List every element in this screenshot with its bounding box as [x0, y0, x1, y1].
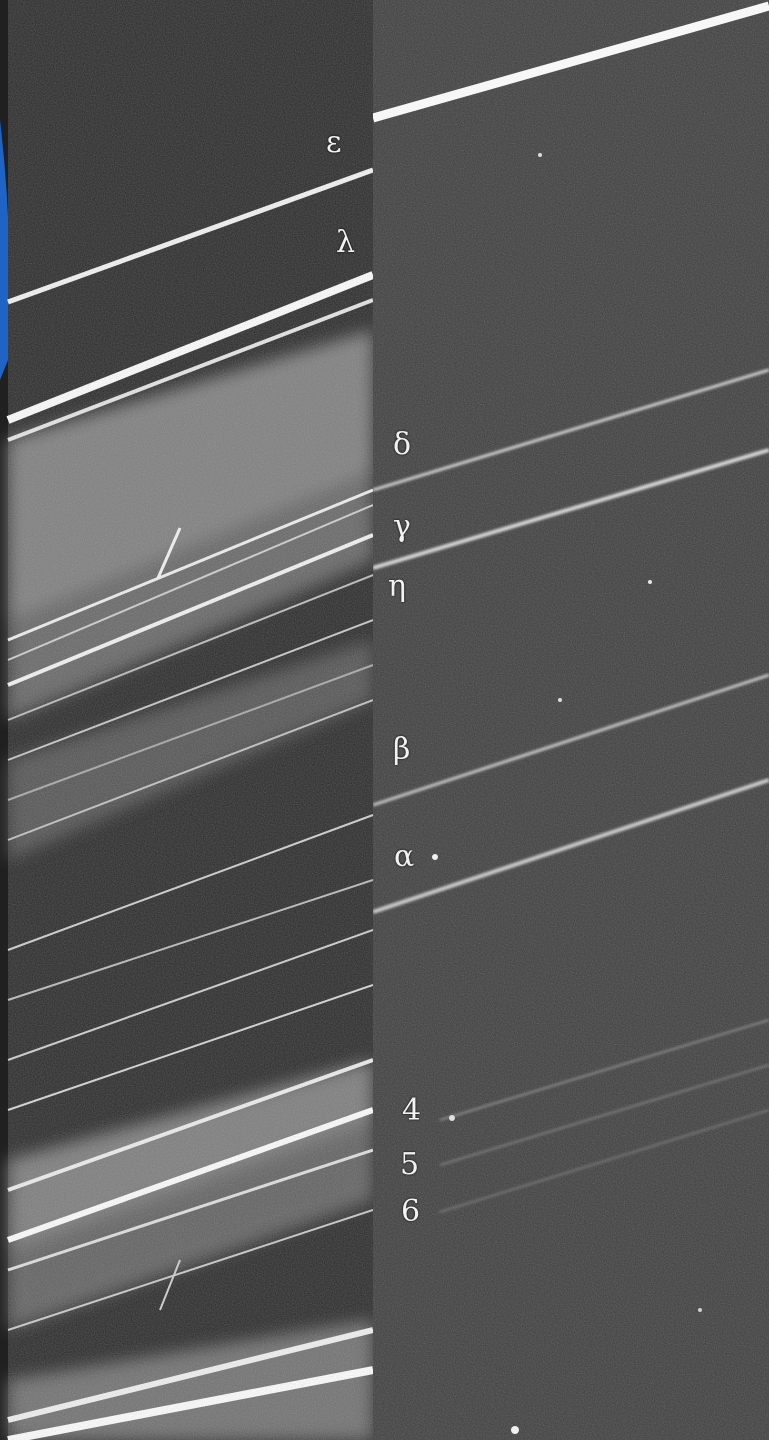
label-beta: β	[393, 732, 411, 767]
ring-4	[439, 1019, 769, 1121]
ring-6	[439, 1109, 769, 1213]
planet-limb	[0, 120, 10, 380]
left-forward-scatter-panel	[6, 0, 373, 1440]
label-ring-4: 4	[402, 1093, 422, 1128]
label-alpha: α	[394, 839, 415, 874]
right-back-scatter-panel	[373, 0, 769, 1440]
beta-ring	[373, 673, 769, 807]
label-ring-5: 5	[400, 1147, 420, 1182]
label-ring-6: 6	[401, 1194, 421, 1229]
alpha-ring	[373, 778, 769, 914]
epsilon-ring	[373, 1, 769, 123]
gamma-ring	[373, 448, 769, 570]
ring-5	[439, 1064, 769, 1166]
delta-ring	[373, 368, 769, 492]
label-eta: η	[388, 569, 406, 604]
label-gamma: γ	[393, 509, 411, 544]
label-delta: δ	[393, 427, 412, 462]
label-epsilon: ε	[326, 125, 342, 160]
label-lambda: λ	[336, 225, 356, 260]
left-edge-strip	[0, 0, 10, 1440]
